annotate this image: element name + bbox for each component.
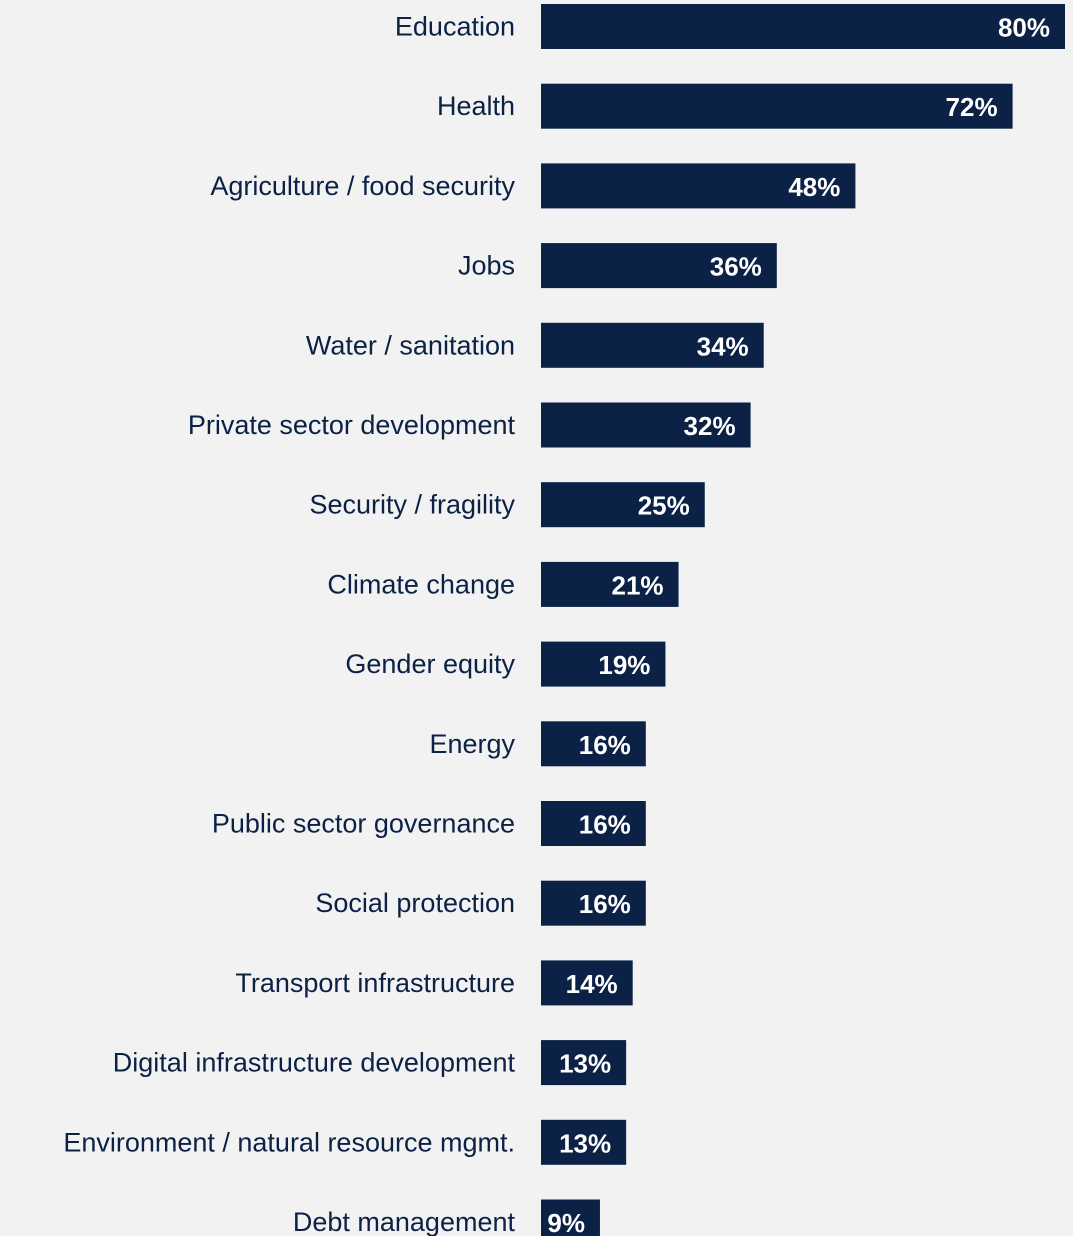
bar-value-label: 32% — [684, 411, 736, 441]
bar-value-label: 13% — [559, 1049, 611, 1079]
bar — [541, 1199, 600, 1236]
bar-value-label: 13% — [559, 1128, 611, 1158]
bar — [541, 482, 705, 528]
category-label: Climate change — [327, 569, 515, 599]
category-labels: Education Health Agriculture / food securi… — [63, 12, 515, 1236]
category-label: Debt management — [293, 1207, 516, 1236]
bar — [541, 960, 633, 1006]
category-label: Agriculture / food security — [210, 171, 515, 201]
bar-value-label: 19% — [598, 650, 650, 680]
category-label: Jobs — [458, 251, 515, 281]
bar — [541, 1119, 627, 1165]
bar-value-label: 9% — [547, 1208, 585, 1236]
category-label: Social protection — [315, 888, 515, 918]
category-label: Private sector development — [188, 410, 516, 440]
category-label: Water / sanitation — [306, 330, 515, 360]
bar — [541, 163, 856, 209]
bar — [541, 641, 666, 687]
bar-value-label: 25% — [638, 491, 690, 521]
category-label: Security / fragility — [309, 490, 515, 520]
bar-value-label: 14% — [566, 969, 618, 999]
bar-value-label: 48% — [788, 172, 840, 202]
bar — [541, 402, 751, 448]
value-labels: 80% 72% 48% 36% 34% 32% 25% 21% 19% 16% 16% 16% 14% 1… — [547, 13, 1050, 1236]
category-label: Education — [395, 12, 515, 42]
bar — [541, 4, 1065, 49]
category-label: Transport infrastructure — [235, 968, 515, 998]
bar-value-label: 34% — [697, 331, 749, 361]
category-label: Digital infrastructure development — [113, 1048, 516, 1078]
bar-value-label: 80% — [998, 13, 1050, 43]
category-label: Energy — [429, 729, 515, 759]
bars — [541, 4, 1065, 1236]
bar — [541, 561, 679, 607]
bar — [541, 243, 777, 289]
bar — [541, 322, 764, 368]
bar — [541, 880, 646, 926]
bar-value-label: 36% — [710, 252, 762, 282]
bar — [541, 83, 1013, 129]
category-label: Public sector governance — [212, 809, 515, 839]
category-label: Gender equity — [345, 649, 515, 679]
bar-value-label: 16% — [579, 730, 631, 760]
bar — [541, 801, 646, 846]
bar-value-label: 72% — [946, 92, 998, 122]
bar — [541, 1040, 627, 1086]
bar-value-label: 21% — [612, 570, 664, 600]
bar — [541, 721, 646, 767]
bar-value-label: 16% — [579, 889, 631, 919]
category-label: Environment / natural resource mgmt. — [63, 1127, 515, 1157]
bar-value-label: 16% — [579, 810, 631, 840]
category-label: Health — [437, 91, 515, 121]
